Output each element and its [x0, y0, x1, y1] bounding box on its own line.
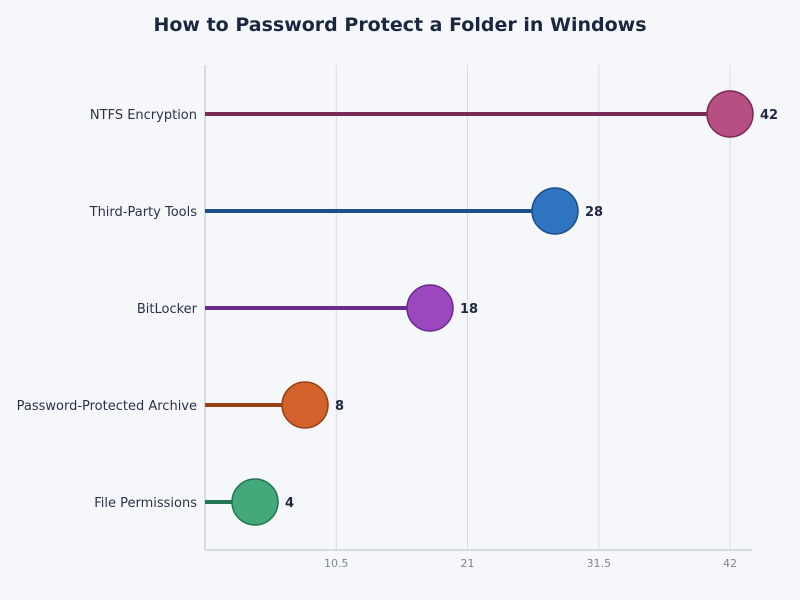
- lollipop-marker: [531, 187, 579, 235]
- chart-title: How to Password Protect a Folder in Wind…: [153, 14, 647, 36]
- value-label: 28: [585, 205, 603, 220]
- value-label: 42: [760, 108, 778, 123]
- value-label: 8: [335, 399, 344, 414]
- value-label: 4: [285, 496, 294, 511]
- category-label: File Permissions: [94, 496, 197, 511]
- lollipop-marker: [231, 478, 279, 526]
- category-label: Third-Party Tools: [89, 205, 198, 220]
- lollipop-marker: [406, 284, 454, 332]
- x-tick-label: 31.5: [587, 557, 612, 570]
- x-tick-label: 21: [461, 557, 475, 570]
- x-tick-label: 10.5: [324, 557, 349, 570]
- category-label: Password-Protected Archive: [17, 399, 197, 414]
- lollipop-marker: [706, 90, 754, 138]
- x-tick-label: 42: [723, 557, 737, 570]
- category-label: NTFS Encryption: [90, 108, 197, 123]
- lollipop-marker: [281, 381, 329, 429]
- category-label: BitLocker: [137, 302, 198, 317]
- value-label: 18: [460, 302, 478, 317]
